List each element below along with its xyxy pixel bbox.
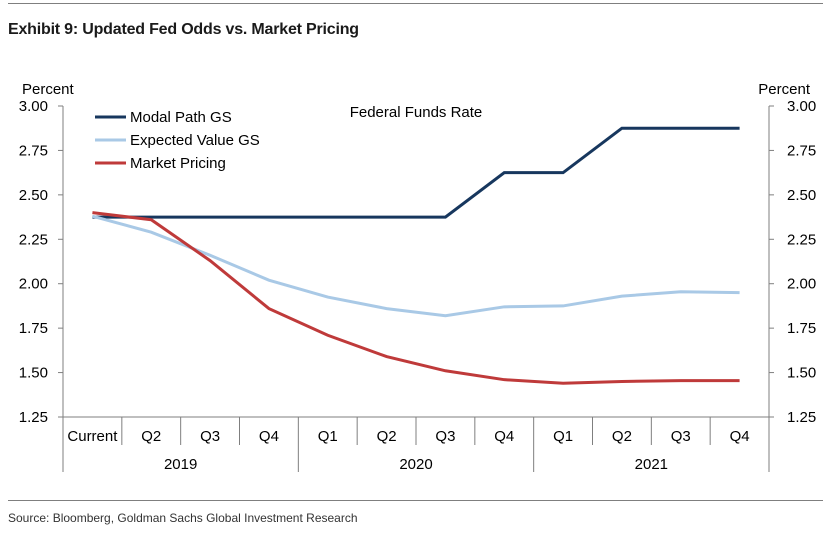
left-y-tick-label: 1.50 <box>19 365 48 382</box>
x-tick-label: Q4 <box>259 428 279 445</box>
x-tick-label: Q1 <box>318 428 338 445</box>
right-y-tick-label: 1.50 <box>787 365 816 382</box>
right-y-tick-label: 1.25 <box>787 409 816 426</box>
right-y-tick-label: 2.50 <box>787 187 816 204</box>
chart-title: Federal Funds Rate <box>350 104 483 121</box>
x-tick-label: Q2 <box>141 428 161 445</box>
right-y-tick-label: 2.25 <box>787 231 816 248</box>
axes: 3.00 3.00 2.75 2.75 2.50 2.50 2.25 2.25 2.00 2.00… <box>19 98 816 473</box>
series-line-3 <box>92 211 740 385</box>
series-line-2 <box>92 214 740 318</box>
x-group-label: 2021 <box>635 456 668 473</box>
left-y-tick-label: 2.50 <box>19 187 48 204</box>
right-y-tick-label: 2.00 <box>787 276 816 293</box>
right-y-tick-label: 2.75 <box>787 142 816 159</box>
left-y-tick-label: 1.75 <box>19 320 48 337</box>
x-tick-label: Q3 <box>671 428 691 445</box>
left-y-tick-label: 2.75 <box>19 142 48 159</box>
left-y-tick-label: 1.25 <box>19 409 48 426</box>
source-note: Source: Bloomberg, Goldman Sachs Global … <box>8 511 358 525</box>
left-y-tick-label: 2.25 <box>19 231 48 248</box>
x-tick-label: Q4 <box>494 428 514 445</box>
x-tick-label: Q2 <box>377 428 397 445</box>
x-tick-label: Q3 <box>200 428 220 445</box>
legend-label: Market Pricing <box>130 155 226 172</box>
x-group-label: 2020 <box>399 456 432 473</box>
left-y-tick-label: 2.00 <box>19 276 48 293</box>
exhibit-title: Exhibit 9: Updated Fed Odds vs. Market P… <box>8 21 359 38</box>
legend: Modal Path GS Expected Value GS Market Pri… <box>95 109 260 172</box>
footer-rule <box>8 500 823 501</box>
series-layer <box>92 126 740 385</box>
left-y-tick-label: 3.00 <box>19 98 48 115</box>
x-tick-label: Q3 <box>435 428 455 445</box>
left-axis-unit-label: Percent <box>22 81 75 98</box>
x-group-label: 2019 <box>164 456 197 473</box>
legend-label: Expected Value GS <box>130 132 260 149</box>
title-rule <box>8 3 823 4</box>
right-y-tick-label: 1.75 <box>787 320 816 337</box>
federal-funds-rate-chart: Federal Funds Rate Percent Percent 3.00 3… <box>19 81 816 473</box>
right-y-tick-label: 3.00 <box>787 98 816 115</box>
x-tick-label: Current <box>67 428 118 445</box>
right-axis-unit-label: Percent <box>758 81 811 98</box>
x-tick-label: Q1 <box>553 428 573 445</box>
x-tick-label: Q2 <box>612 428 632 445</box>
legend-label: Modal Path GS <box>130 109 232 126</box>
x-tick-label: Q4 <box>730 428 750 445</box>
series-line-1 <box>92 126 740 219</box>
